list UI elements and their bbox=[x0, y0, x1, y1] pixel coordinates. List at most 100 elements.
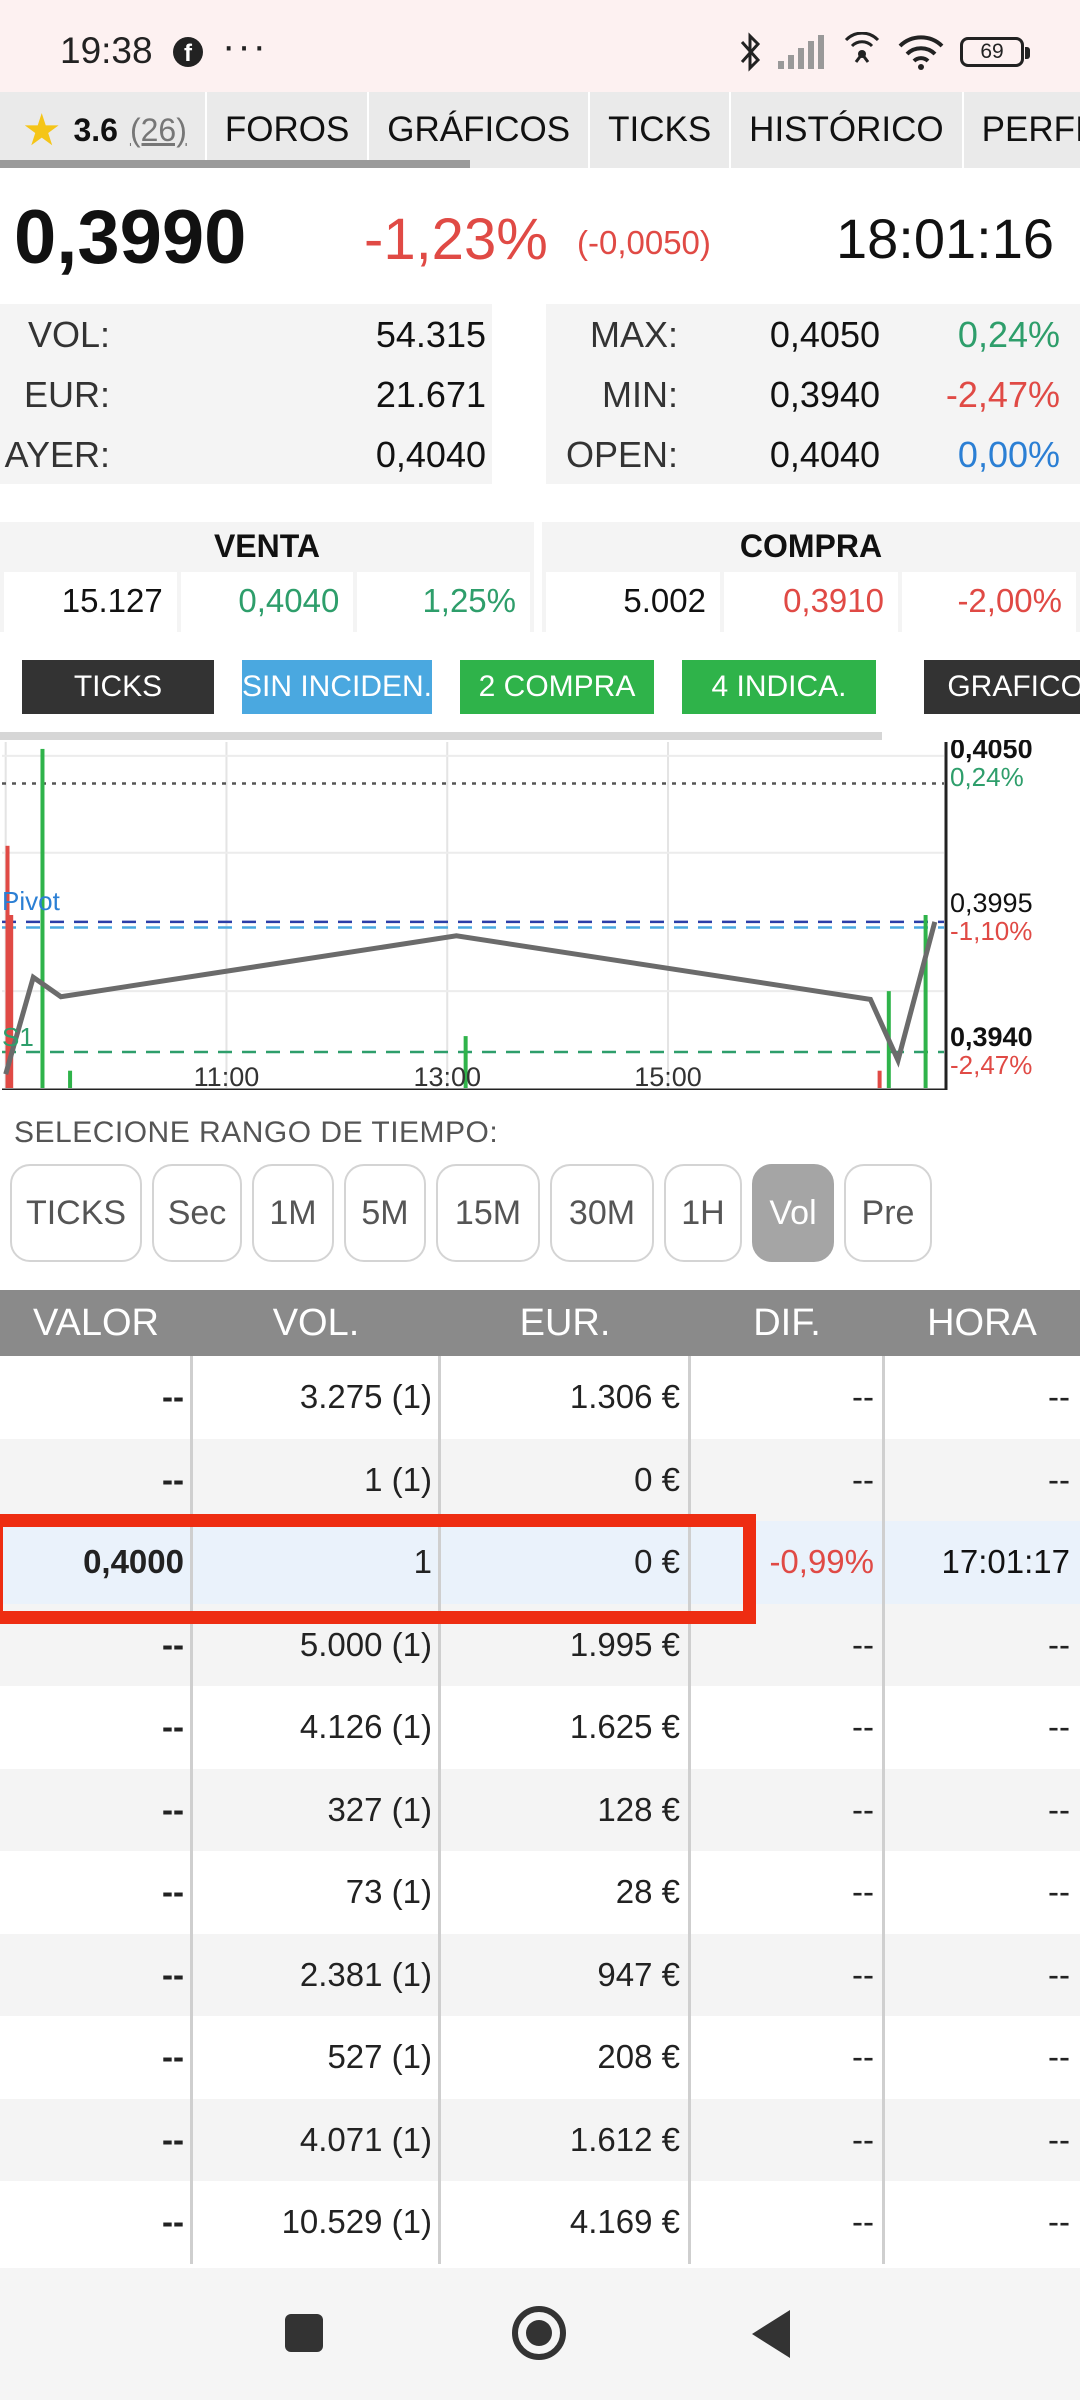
top-nav-scroll-indicator bbox=[0, 160, 470, 168]
cell-eur: 1.625 € bbox=[569, 1708, 680, 1745]
filter-compra-button[interactable]: 2 COMPRA bbox=[460, 660, 654, 714]
buy-price: 0,3910 bbox=[724, 572, 898, 632]
range-15m-button[interactable]: 15M bbox=[436, 1164, 540, 1262]
rating-score: 3.6 bbox=[73, 111, 118, 148]
sell-book: VENTA 15.127 0,4040 1,25% bbox=[0, 522, 534, 632]
sell-title: VENTA bbox=[213, 528, 321, 564]
table-row[interactable]: -- 73 (1) 28 € -- -- bbox=[0, 1851, 1080, 1934]
cell-valor: -- bbox=[162, 1460, 184, 1498]
right-price-label: 0,3995 bbox=[950, 888, 1033, 918]
cell-vol: 4.126 (1) bbox=[299, 1708, 432, 1745]
more-notifications-icon: ··· bbox=[222, 24, 268, 68]
cell-eur: 0 € bbox=[634, 1543, 680, 1580]
x-tick-label: 13:00 bbox=[413, 1062, 481, 1090]
stat-min: MIN: 0,3940 -2,47% bbox=[602, 374, 1060, 415]
filter-grafico-button[interactable]: GRAFICO I bbox=[924, 660, 1080, 714]
sell-qty: 15.127 bbox=[4, 572, 177, 632]
cell-hora: -- bbox=[1048, 1790, 1070, 1828]
table-row[interactable]: -- 327 (1) 128 € -- -- bbox=[0, 1768, 1080, 1851]
cell-hora: -- bbox=[1048, 1460, 1070, 1498]
table-row[interactable]: -- 4.071 (1) 1.612 € -- -- bbox=[0, 2098, 1080, 2181]
cell-vol: 4.071 (1) bbox=[299, 2120, 432, 2158]
intraday-chart[interactable]: Pivot S1 11:00 13:00 15:00 0,4050 0,24% 0,39… bbox=[0, 740, 1080, 1090]
cell-hora: -- bbox=[1048, 2203, 1070, 2240]
filter-sin-incidencias-button[interactable]: SIN INCIDEN. bbox=[242, 660, 432, 714]
filter-ticks-button[interactable]: TICKS bbox=[22, 660, 214, 714]
x-tick-label: 15:00 bbox=[634, 1062, 702, 1090]
cell-valor: -- bbox=[162, 1955, 184, 1993]
tab-ticks[interactable]: TICKS bbox=[590, 92, 732, 168]
range-ticks-button[interactable]: TICKS bbox=[10, 1164, 142, 1262]
col-hora[interactable]: HORA bbox=[927, 1302, 1037, 1344]
stats-left: VOL: 54.315 EUR: 21.671 AYER: 0,4040 bbox=[0, 304, 492, 484]
table-row[interactable]: -- 10.529 (1) 4.169 € -- -- bbox=[0, 2181, 1080, 2264]
cell-eur: 0 € bbox=[634, 1460, 680, 1498]
cell-hora: 17:01:17 bbox=[941, 1543, 1070, 1580]
buy-title: COMPRA bbox=[739, 528, 883, 564]
top-nav: ★ 3.6 (26) FOROS GRÁFICOS TICKS HISTÓRIC… bbox=[0, 92, 1080, 168]
cell-vol: 2.381 (1) bbox=[299, 1955, 432, 1993]
range-vol-button[interactable]: Vol bbox=[752, 1164, 834, 1262]
range-1h-button[interactable]: 1H bbox=[664, 1164, 742, 1262]
sell-price: 0,4040 bbox=[180, 572, 354, 632]
cell-hora: -- bbox=[1048, 2120, 1070, 2158]
cell-dif: -- bbox=[852, 1378, 874, 1415]
status-bar: 19:38 f ··· 69 bbox=[0, 0, 1080, 92]
table-row[interactable]: -- 1 (1) 0 € -- -- bbox=[0, 1438, 1080, 1521]
tab-perfil[interactable]: PERFIL bbox=[964, 92, 1080, 168]
cell-valor: -- bbox=[162, 1378, 184, 1415]
back-icon[interactable] bbox=[752, 2310, 790, 2358]
cell-vol: 3.275 (1) bbox=[299, 1378, 432, 1415]
col-vol[interactable]: VOL. bbox=[272, 1302, 360, 1344]
range-1m-button[interactable]: 1M bbox=[252, 1164, 334, 1262]
cell-valor: -- bbox=[162, 2120, 184, 2158]
range-pre-button[interactable]: Pre bbox=[844, 1164, 932, 1262]
cell-dif: -- bbox=[852, 1625, 874, 1663]
range-label: SELECIONE RANGO DE TIEMPO: bbox=[14, 1116, 499, 1149]
cell-dif: -- bbox=[852, 1708, 874, 1745]
chart-s1-label: S1 bbox=[2, 1022, 34, 1052]
col-eur[interactable]: EUR. bbox=[519, 1302, 611, 1344]
table-row[interactable]: -- 2.381 (1) 947 € -- -- bbox=[0, 1933, 1080, 2016]
tab-foros[interactable]: FOROS bbox=[207, 92, 370, 168]
table-row[interactable]: -- 527 (1) 208 € -- -- bbox=[0, 2016, 1080, 2099]
tab-historico[interactable]: HISTÓRICO bbox=[731, 92, 964, 168]
stat-vol: VOL: 54.315 bbox=[27, 314, 486, 355]
table-row[interactable]: 0,4000 1 0 € -0,99% 17:01:17 bbox=[0, 1521, 1080, 1604]
right-price-label: 0,4050 bbox=[950, 740, 1033, 764]
table-body: -- 3.275 (1) 1.306 € -- -- -- 1 (1) 0 € -- -- 0,40… bbox=[0, 1356, 1080, 2264]
range-5m-button[interactable]: 5M bbox=[344, 1164, 426, 1262]
cell-valor: -- bbox=[162, 1873, 184, 1910]
cell-eur: 4.169 € bbox=[569, 2203, 680, 2240]
tab-graficos[interactable]: GRÁFICOS bbox=[369, 92, 591, 168]
cell-hora: -- bbox=[1048, 1955, 1070, 1993]
col-dif[interactable]: DIF. bbox=[753, 1302, 821, 1344]
table-row[interactable]: -- 4.126 (1) 1.625 € -- -- bbox=[0, 1686, 1080, 1769]
range-sec-button[interactable]: Sec bbox=[152, 1164, 242, 1262]
chart-reference-lines bbox=[2, 782, 944, 1054]
filter-indica-button[interactable]: 4 INDICA. bbox=[682, 660, 876, 714]
col-valor[interactable]: VALOR bbox=[32, 1302, 159, 1344]
volume-bar bbox=[923, 915, 928, 1088]
ticks-table: VALOR VOL. EUR. DIF. HORA -- 3.275 (1) 1.3… bbox=[0, 1290, 1080, 2264]
volume-bar bbox=[877, 1070, 882, 1088]
stats-right: MAX: 0,4050 0,24% MIN: 0,3940 -2,47% OPEN: 0,… bbox=[546, 304, 1080, 484]
cell-vol: 1 (1) bbox=[364, 1460, 432, 1498]
hotspot-icon bbox=[844, 32, 880, 63]
volume-bar bbox=[68, 1070, 73, 1088]
table-header: VALOR VOL. EUR. DIF. HORA bbox=[0, 1290, 1080, 1356]
rating-count[interactable]: (26) bbox=[129, 111, 187, 148]
stat-eur: EUR: 21.671 bbox=[23, 374, 486, 415]
cell-eur: 1.995 € bbox=[569, 1625, 680, 1663]
quote-time: 18:01:16 bbox=[836, 207, 1054, 270]
filter-bar: TICKS SIN INCIDEN. 2 COMPRA 4 INDICA. GR… bbox=[0, 660, 1080, 714]
table-row[interactable]: -- 3.275 (1) 1.306 € -- -- bbox=[0, 1356, 1080, 1439]
recents-icon[interactable] bbox=[285, 2314, 323, 2352]
rating[interactable]: ★ 3.6 (26) bbox=[0, 92, 207, 168]
home-icon[interactable] bbox=[512, 2306, 566, 2360]
range-30m-button[interactable]: 30M bbox=[550, 1164, 654, 1262]
cell-vol: 5.000 (1) bbox=[299, 1625, 432, 1663]
cell-vol: 327 (1) bbox=[327, 1790, 432, 1828]
